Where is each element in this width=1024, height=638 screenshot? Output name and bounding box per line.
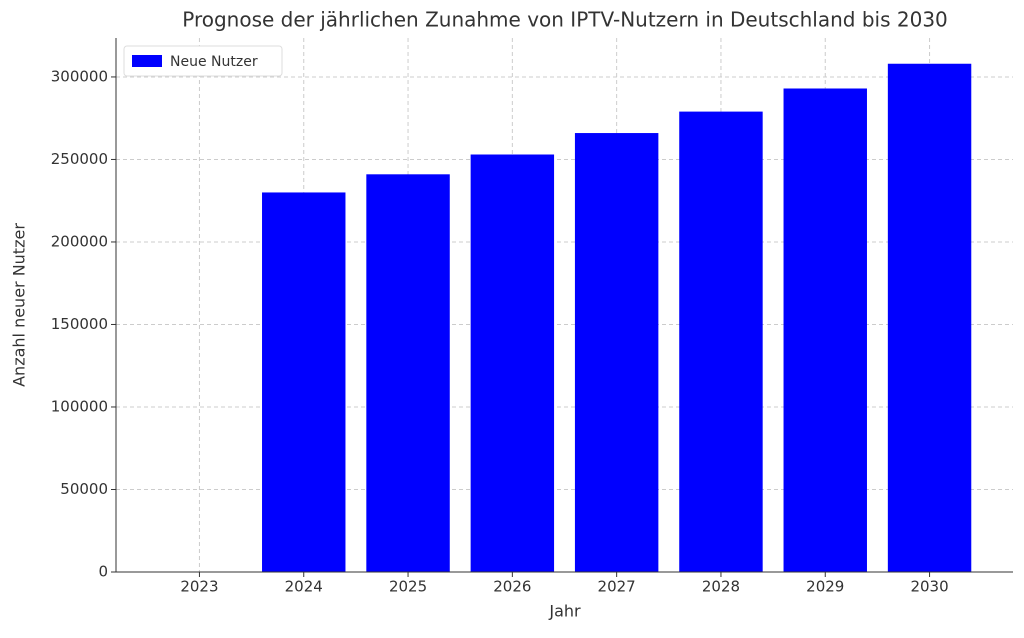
bar <box>470 154 555 572</box>
bar <box>262 192 346 573</box>
bar <box>887 63 972 573</box>
y-tick-label: 100000 <box>51 397 108 415</box>
grid <box>116 38 1013 573</box>
legend-label: Neue Nutzer <box>170 54 258 70</box>
x-tick-label: 2028 <box>702 578 740 596</box>
x-tick-label: 2027 <box>598 578 636 596</box>
bar <box>783 88 867 573</box>
y-tick-label: 0 <box>98 563 108 581</box>
y-tick-label: 200000 <box>51 232 108 250</box>
y-axis-label: Anzahl neuer Nutzer <box>10 223 29 387</box>
bar <box>366 174 450 573</box>
chart-title: Prognose der jährlichen Zunahme von IPTV… <box>182 8 948 32</box>
x-tick-label: 2029 <box>806 578 844 596</box>
bar <box>574 133 659 573</box>
x-tick-label: 2025 <box>389 578 427 596</box>
y-tick-label: 150000 <box>51 315 108 333</box>
bar <box>679 111 763 572</box>
legend-box <box>123 45 283 77</box>
x-axis-label: Jahr <box>548 602 581 621</box>
legend-swatch <box>132 55 162 67</box>
x-tick-label: 2030 <box>910 578 948 596</box>
y-tick-label: 50000 <box>60 480 108 498</box>
y-tick-label: 250000 <box>51 150 108 168</box>
x-tick-label: 2023 <box>180 578 218 596</box>
x-tick-label: 2026 <box>493 578 531 596</box>
y-tick-label: 300000 <box>51 67 108 85</box>
x-tick-label: 2024 <box>285 578 323 596</box>
